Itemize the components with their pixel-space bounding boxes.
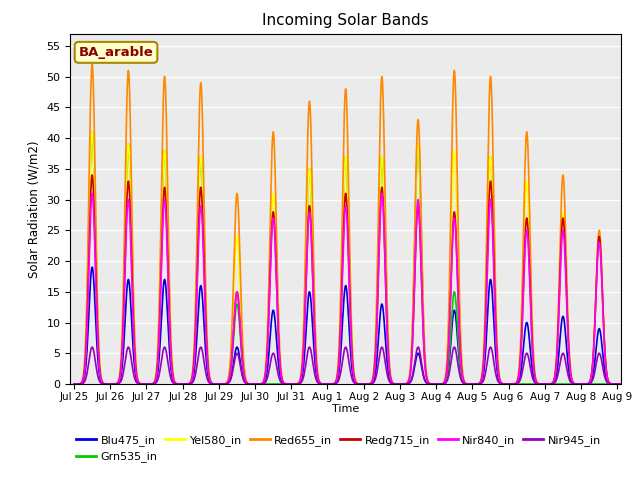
Red655_in bbox=[88, 61, 96, 67]
Nir840_in bbox=[523, 228, 531, 233]
Yel580_in bbox=[552, 371, 559, 376]
Red655_in bbox=[191, 341, 198, 347]
Nir840_in bbox=[566, 369, 574, 374]
Yel580_in bbox=[523, 179, 531, 184]
Blu475_in bbox=[385, 376, 393, 382]
Yel580_in bbox=[88, 129, 96, 135]
Redg715_in bbox=[614, 381, 621, 387]
Grn535_in bbox=[386, 367, 394, 372]
Blu475_in bbox=[614, 381, 621, 387]
Nir945_in bbox=[566, 379, 574, 384]
Nir840_in bbox=[385, 368, 393, 374]
Line: Grn535_in: Grn535_in bbox=[74, 132, 640, 384]
Nir945_in bbox=[552, 379, 559, 385]
Y-axis label: Solar Radiation (W/m2): Solar Radiation (W/m2) bbox=[28, 140, 41, 277]
Nir840_in bbox=[70, 381, 78, 387]
Redg715_in bbox=[523, 215, 531, 221]
Redg715_in bbox=[566, 368, 574, 373]
Nir840_in bbox=[552, 372, 559, 377]
Grn535_in bbox=[566, 381, 574, 387]
Blu475_in bbox=[70, 381, 78, 387]
Yel580_in bbox=[70, 381, 78, 387]
Blu475_in bbox=[417, 358, 424, 363]
Blu475_in bbox=[523, 320, 531, 325]
Redg715_in bbox=[417, 245, 424, 251]
Yel580_in bbox=[417, 198, 424, 204]
Nir945_in bbox=[417, 353, 424, 359]
Red655_in bbox=[70, 381, 78, 387]
Nir840_in bbox=[614, 381, 621, 387]
Yel580_in bbox=[385, 365, 393, 371]
Nir840_in bbox=[417, 240, 424, 246]
Yel580_in bbox=[614, 381, 621, 387]
Nir945_in bbox=[70, 381, 78, 387]
Blu475_in bbox=[566, 375, 574, 381]
Redg715_in bbox=[88, 172, 96, 178]
Grn535_in bbox=[417, 203, 424, 209]
Grn535_in bbox=[523, 381, 531, 387]
Nir840_in bbox=[88, 191, 96, 196]
X-axis label: Time: Time bbox=[332, 405, 359, 414]
Nir945_in bbox=[523, 350, 531, 356]
Blu475_in bbox=[552, 377, 559, 383]
Blu475_in bbox=[88, 264, 96, 270]
Grn535_in bbox=[88, 129, 96, 135]
Nir945_in bbox=[614, 381, 621, 387]
Grn535_in bbox=[191, 351, 198, 357]
Red655_in bbox=[385, 360, 393, 366]
Title: Incoming Solar Bands: Incoming Solar Bands bbox=[262, 13, 429, 28]
Line: Red655_in: Red655_in bbox=[74, 64, 640, 384]
Red655_in bbox=[566, 364, 574, 370]
Redg715_in bbox=[191, 355, 198, 360]
Nir840_in bbox=[191, 357, 198, 363]
Nir945_in bbox=[385, 379, 393, 384]
Red655_in bbox=[552, 368, 559, 374]
Redg715_in bbox=[385, 368, 393, 373]
Redg715_in bbox=[70, 381, 78, 387]
Redg715_in bbox=[552, 371, 559, 376]
Yel580_in bbox=[566, 367, 574, 373]
Line: Nir945_in: Nir945_in bbox=[74, 347, 640, 384]
Red655_in bbox=[417, 179, 424, 185]
Grn535_in bbox=[552, 381, 559, 387]
Grn535_in bbox=[70, 381, 78, 387]
Line: Redg715_in: Redg715_in bbox=[74, 175, 640, 384]
Grn535_in bbox=[252, 381, 259, 387]
Red655_in bbox=[523, 129, 531, 135]
Nir945_in bbox=[191, 376, 198, 382]
Line: Nir840_in: Nir840_in bbox=[74, 193, 640, 384]
Yel580_in bbox=[191, 351, 198, 357]
Red655_in bbox=[614, 381, 621, 387]
Line: Yel580_in: Yel580_in bbox=[74, 132, 640, 384]
Nir945_in bbox=[88, 344, 96, 350]
Text: BA_arable: BA_arable bbox=[79, 46, 154, 59]
Line: Blu475_in: Blu475_in bbox=[74, 267, 640, 384]
Legend: Blu475_in, Grn535_in, Yel580_in, Red655_in, Redg715_in, Nir840_in, Nir945_in: Blu475_in, Grn535_in, Yel580_in, Red655_… bbox=[76, 435, 601, 462]
Blu475_in bbox=[191, 368, 198, 374]
